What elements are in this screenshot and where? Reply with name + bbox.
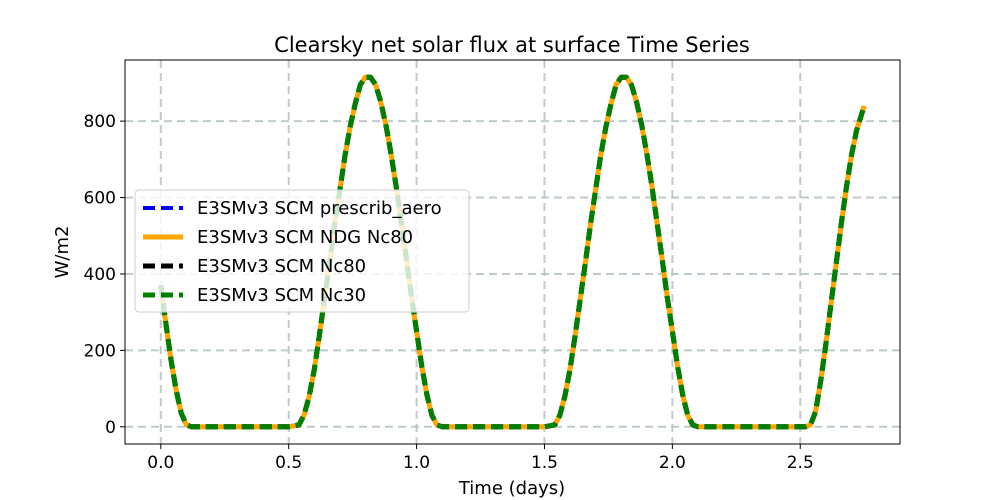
x-tick-label: 0.5 (275, 453, 302, 473)
legend-label-4: E3SMv3 SCM Nc30 (197, 285, 366, 306)
legend: E3SMv3 SCM prescrib_aero E3SMv3 SCM NDG N… (134, 189, 470, 313)
plot-frame (124, 59, 901, 445)
x-tick-label: 1.0 (403, 453, 430, 473)
x-tick-label: 2.0 (659, 453, 686, 473)
chart-title: Clearsky net solar flux at surface Time … (274, 33, 750, 57)
axis-ticks: 0.0 0.5 1.0 1.5 2.0 2.5 0 200 400 600 800 (84, 112, 814, 473)
y-tick-label: 0 (105, 418, 116, 438)
x-axis-label: Time (days) (458, 478, 565, 499)
legend-label-3: E3SMv3 SCM Nc80 (197, 256, 366, 277)
x-tick-label: 0.0 (147, 453, 174, 473)
x-tick-label: 1.5 (531, 453, 558, 473)
x-tick-label: 2.5 (787, 453, 814, 473)
y-tick-label: 600 (84, 189, 116, 209)
legend-label-2: E3SMv3 SCM NDG Nc80 (197, 227, 413, 248)
y-tick-label: 200 (84, 341, 116, 361)
legend-frame (134, 189, 470, 313)
legend-label-1: E3SMv3 SCM prescrib_aero (197, 198, 442, 219)
gridlines (125, 60, 900, 444)
y-tick-label: 400 (84, 265, 116, 285)
y-axis-label: W/m2 (52, 226, 73, 279)
y-tick-label: 800 (84, 112, 116, 132)
